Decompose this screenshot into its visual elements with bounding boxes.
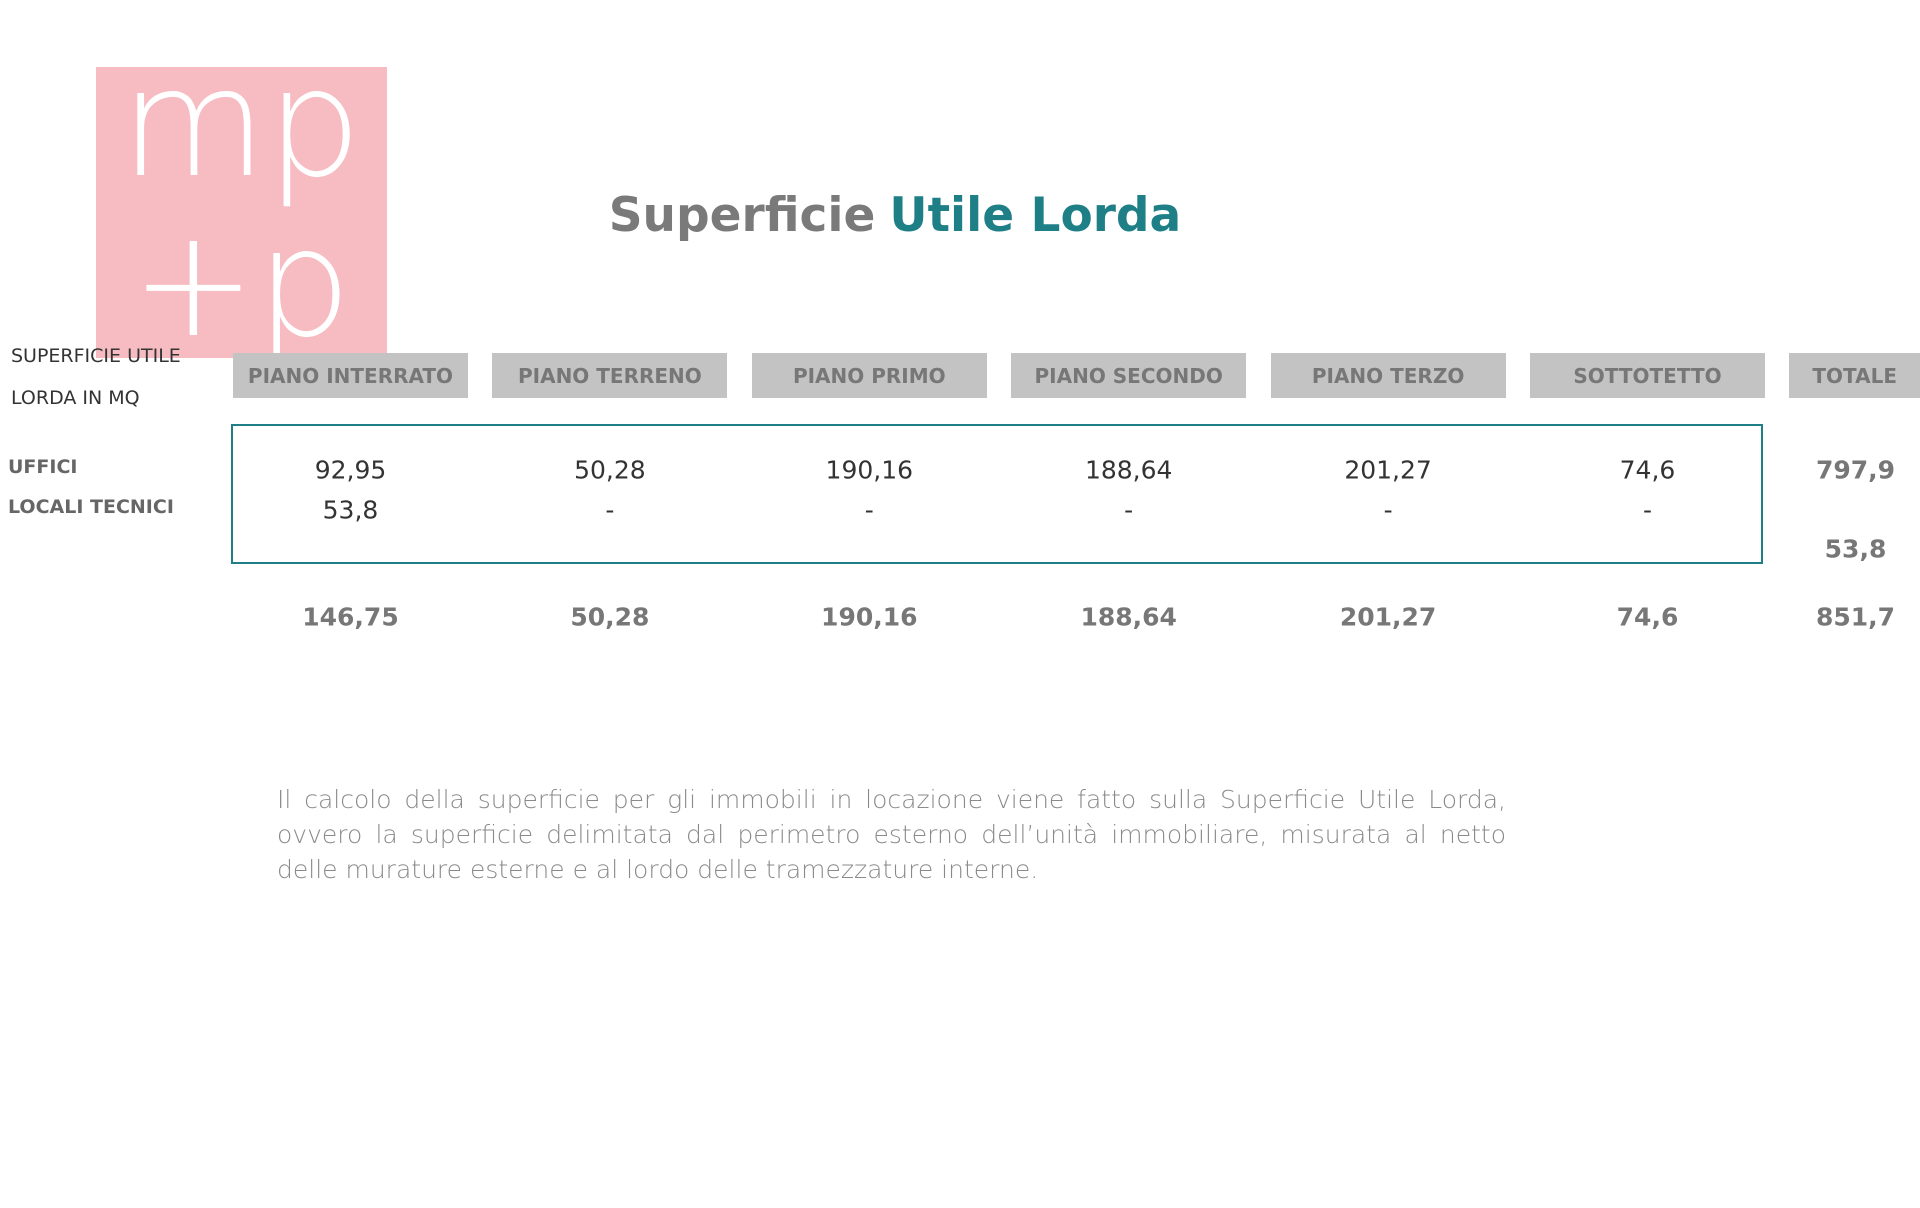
- row-total: 53,8: [1824, 534, 1887, 564]
- cell: 201,27: [1344, 455, 1432, 485]
- column-total: 201,27: [1339, 602, 1437, 632]
- column-header: TOTALE: [1789, 353, 1920, 398]
- cell: 188,64: [1084, 455, 1173, 485]
- column-header: PIANO TERZO: [1270, 353, 1506, 398]
- column-total: 188,64: [1080, 602, 1177, 632]
- cell: -: [1124, 495, 1134, 525]
- corner-label: LORDA IN MQ: [11, 387, 140, 409]
- column-total: 50,28: [570, 602, 650, 632]
- table-frame: [231, 424, 1763, 564]
- cell: -: [1383, 495, 1393, 525]
- title: Superficie Utile Lorda: [0, 188, 1790, 243]
- logo-text: mp: [120, 67, 361, 211]
- cell: 74,6: [1619, 455, 1676, 485]
- cell: -: [1642, 495, 1653, 525]
- logo-text: +p: [131, 197, 352, 358]
- column-header: PIANO TERRENO: [492, 353, 728, 398]
- title-gray: Superficie: [608, 188, 876, 243]
- row-label: UFFICI: [8, 456, 78, 478]
- row-label: LOCALI TECNICI: [8, 496, 174, 518]
- column-total: 190,16: [821, 602, 918, 632]
- cell: 53,8: [322, 495, 379, 525]
- column-header: SOTTOTETTO: [1530, 353, 1765, 398]
- logo-mark: mp +p: [120, 67, 361, 358]
- cell: 92,95: [314, 455, 387, 485]
- cell: 190,16: [825, 455, 914, 485]
- column-header: PIANO INTERRATO: [233, 353, 468, 398]
- title-teal: Utile Lorda: [889, 188, 1182, 243]
- corner-label: SUPERFICIE UTILE: [11, 345, 181, 367]
- column-total: 74,6: [1616, 602, 1679, 632]
- cell: -: [605, 495, 615, 525]
- column-total: 146,75: [302, 602, 399, 632]
- row-total: 797,9: [1815, 455, 1896, 485]
- column-header: PIANO SECONDO: [1011, 353, 1247, 398]
- cell: 50,28: [574, 455, 646, 485]
- logo: mp +p: [96, 67, 387, 358]
- note: Il calcolo della superficie per gli immo…: [277, 785, 1506, 884]
- column-header: PIANO PRIMO: [751, 353, 987, 398]
- column-total: 851,7: [1815, 602, 1896, 632]
- cell: -: [864, 495, 874, 525]
